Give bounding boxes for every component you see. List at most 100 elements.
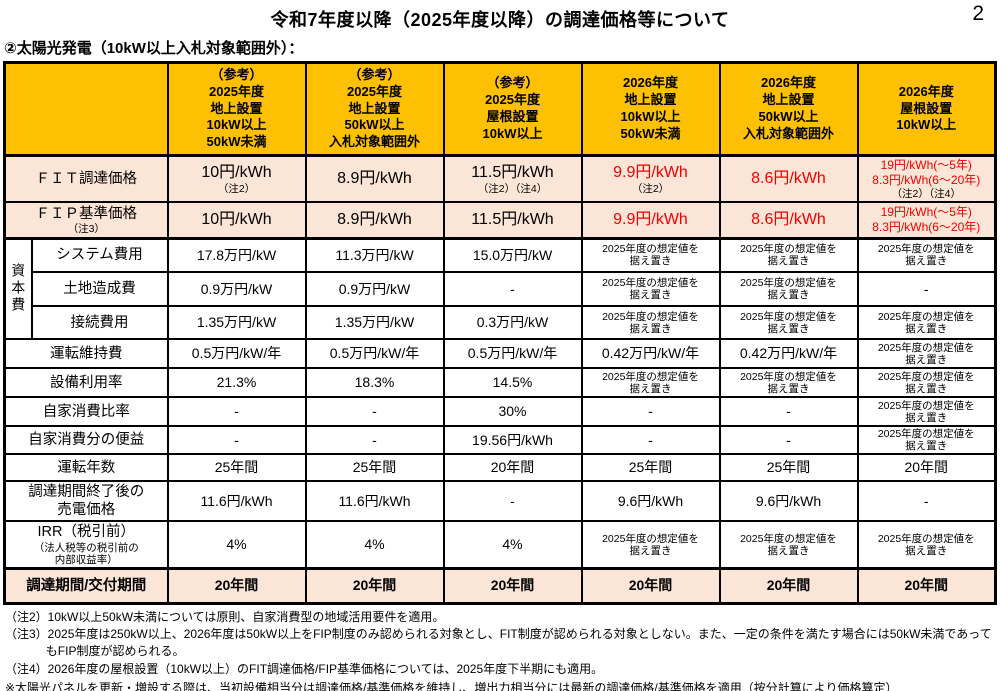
cell-text: 2025年度の想定値を <box>877 341 975 354</box>
col-header-line: 10kW以上 <box>896 117 957 133</box>
system-cost-col2: 11.3万円/kW <box>304 237 445 274</box>
cell-text: 20年間 <box>904 577 949 594</box>
cell-text: ＦＩＴ調達価格 <box>35 170 138 187</box>
cell-text: 据え置き <box>905 353 948 366</box>
connection-cost-col4: 2025年度の想定値を 据え置き <box>580 305 721 341</box>
fit-price-col1: 10円/kWh （注2） <box>166 154 307 204</box>
col-header-line: 2025年度 <box>209 83 264 99</box>
cell-text: 8.6円/kWh <box>751 211 826 229</box>
col-header-line: （参考） <box>348 66 401 82</box>
col-header-2: （参考） 2025年度 地上設置 50kW以上 入札対象範囲外 <box>304 61 445 157</box>
cell-text: 0.3万円/kW <box>476 314 549 331</box>
cell-text: 17.8万円/kW <box>196 246 277 263</box>
cell-text: 25年間 <box>214 459 259 476</box>
land-cost-col5: 2025年度の想定値を 据え置き <box>718 271 859 308</box>
capacity-factor-col3: 14.5% <box>442 367 583 399</box>
fip-price-col2: 8.9円/kWh <box>304 201 445 240</box>
cell-text: 18.3% <box>354 374 395 391</box>
row-label-operation-years: 運転年数 <box>3 453 169 483</box>
connection-cost-col5: 2025年度の想定値を 据え置き <box>718 305 859 341</box>
post-period-price-col5: 9.6円/kWh <box>718 480 859 523</box>
cell-text: 据え置き <box>905 255 948 268</box>
col-header-line: 入札対象範囲外 <box>742 125 834 141</box>
cell-text: 0.42万円/kW/年 <box>601 345 700 362</box>
cell-text: 売電価格 <box>57 502 116 519</box>
fip-price-col5: 8.6円/kWh <box>718 201 859 240</box>
row-label-capacity-factor: 設備利用率 <box>3 367 169 399</box>
fit-price-col3: 11.5円/kWh （注2）（注4） <box>442 154 583 204</box>
cell-text: 25年間 <box>628 459 673 476</box>
operation-years-col2: 25年間 <box>304 453 445 483</box>
cell-text: 据え置き <box>905 382 948 395</box>
om-cost-col2: 0.5万円/kW/年 <box>304 338 445 370</box>
col-header-line: 50kW未満 <box>206 134 267 150</box>
cell-text: 接続費用 <box>70 314 129 331</box>
cell-text: 19円/kWh(～5年) <box>880 158 972 172</box>
procurement-period-col6: 20年間 <box>856 566 997 605</box>
col-header-line: （参考） <box>486 75 539 91</box>
cell-text: 据え置き <box>905 440 948 453</box>
procurement-period-col5: 20年間 <box>718 566 859 605</box>
footnote-note2: （注2）10kW以上50kW未満については原則、自家消費型の地域活用要件を適用。 <box>5 609 445 624</box>
cell-text: システム費用 <box>56 247 143 264</box>
om-cost-col1: 0.5万円/kW/年 <box>166 338 307 370</box>
cell-text: 据え置き <box>767 255 810 268</box>
cell-text: IRR（税引前） <box>37 524 135 541</box>
operation-years-col1: 25年間 <box>166 453 307 483</box>
cell-text: 据え置き <box>905 411 948 424</box>
cell-text: 自家消費分の便益 <box>28 432 145 449</box>
row-om-cost: 運転維持費 0.5万円/kW/年 0.5万円/kW/年 0.5万円/kW/年 0.42万… <box>3 338 997 370</box>
row-label-fit-price: ＦＩＴ調達価格 <box>3 154 169 204</box>
irr-col5: 2025年度の想定値を 据え置き <box>718 520 859 570</box>
row-fip-price: ＦＩＰ基準価格 （注3） 10円/kWh 8.9円/kWh 11.5円/kWh 9.9円/… <box>3 201 997 240</box>
cell-text: - <box>923 280 929 297</box>
cell-text: 調達期間終了後の <box>28 484 145 501</box>
col-header-line: （参考） <box>210 66 263 82</box>
row-label-fip-price: ＦＩＰ基準価格 （注3） <box>3 201 169 240</box>
col-header-line: 2026年度 <box>623 75 678 91</box>
corner-cell <box>3 61 169 157</box>
fip-price-col1: 10円/kWh <box>166 201 307 240</box>
cell-text: 19.56円/kWh <box>472 431 553 448</box>
cell-text: 据え置き <box>629 544 672 557</box>
cell-text: - <box>786 403 791 420</box>
cell-text: 2025年度の想定値を <box>877 532 975 545</box>
col-header-line: 2026年度 <box>898 83 954 99</box>
footnote-note3: （注3）2025年度は250kW以上、2026年度は50kW以上をFIP制度のみ… <box>5 627 992 659</box>
procurement-period-col1: 20年間 <box>166 566 307 605</box>
self-consumption-ratio-col1: - <box>166 396 307 428</box>
cell-text: 4% <box>502 536 523 553</box>
row-procurement-period: 調達期間/交付期間 20年間 20年間 20年間 20年間 20年間 20年間 <box>3 566 997 605</box>
cell-text: 据え置き <box>629 322 672 335</box>
cell-text: （注2） <box>217 182 256 195</box>
land-cost-col4: 2025年度の想定値を 据え置き <box>580 271 721 308</box>
cell-text: 8.9円/kWh <box>337 211 412 229</box>
section-subtitle: ②太陽光発電（10kW以上入札対象範囲外）： <box>4 40 304 57</box>
cell-text: 0.9万円/kW <box>200 280 273 297</box>
cell-text: 据え置き <box>629 255 672 268</box>
om-cost-col4: 0.42万円/kW/年 <box>580 338 721 370</box>
col-header-5: 2026年度 地上設置 50kW以上 入札対象範囲外 <box>718 61 859 157</box>
om-cost-col3: 0.5万円/kW/年 <box>442 338 583 370</box>
cell-text: 20年間 <box>766 577 811 594</box>
cell-text: 自家消費比率 <box>42 403 130 420</box>
cell-text: 2025年度の想定値を <box>877 370 975 383</box>
cell-text: （注3） <box>67 222 105 235</box>
cell-text: 21.3% <box>216 374 257 391</box>
row-self-consumption-ratio: 自家消費比率 - - 30% - - 2025年度の想定値を 据え置き <box>3 396 997 428</box>
cell-text: 15.0万円/kW <box>472 246 553 263</box>
row-label-connection-cost: 接続費用 <box>30 305 169 341</box>
col-header-line: 50kW以上 <box>758 109 819 124</box>
om-cost-col5: 0.42万円/kW/年 <box>718 338 859 370</box>
cell-text: - <box>510 280 515 297</box>
self-consumption-ratio-col2: - <box>304 396 445 428</box>
cell-text: 9.9円/kWh <box>613 164 688 182</box>
table-body: ＦＩＴ調達価格 10円/kWh （注2） 8.9円/kWh 11.5円/kWh （注2）（… <box>3 154 997 605</box>
table-header: （参考） 2025年度 地上設置 10kW以上 50kW未満 （参考） 2025年度 地上設置… <box>3 61 997 157</box>
fip-price-col3: 11.5円/kWh <box>442 201 583 240</box>
group-label-capital-cost: 資本費 <box>3 237 33 341</box>
cell-text: - <box>923 492 929 509</box>
row-irr: IRR（税引前） （法人税等の税引前の 内部収益率） 4% 4% 4% 2025年度の想定値… <box>3 520 997 570</box>
cell-text: 土地造成費 <box>63 281 136 297</box>
cell-text: 2025年度の想定値を <box>740 243 837 256</box>
